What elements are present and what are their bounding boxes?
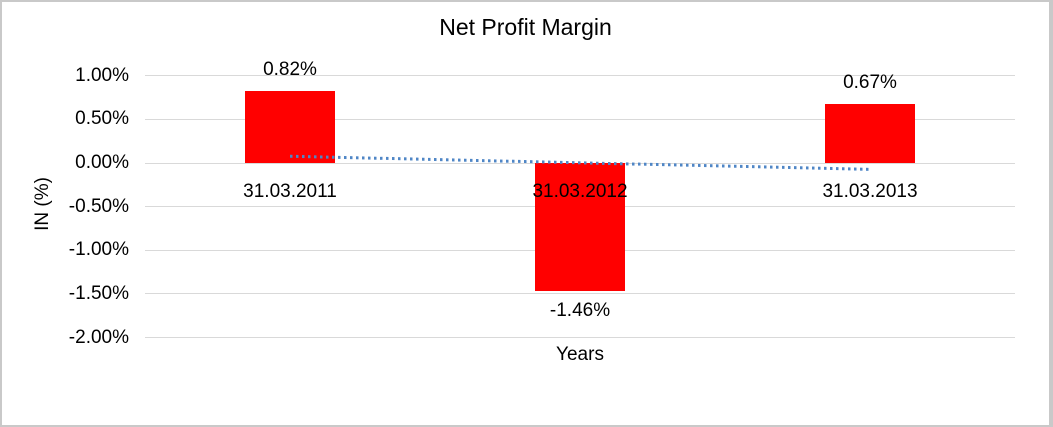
gridline (145, 118, 1015, 120)
y-tick-label: -2.00% (68, 326, 129, 348)
y-axis-title: IN (%) (32, 177, 53, 231)
chart-title: Net Profit Margin (439, 14, 612, 40)
y-tick-label: -1.50% (68, 282, 129, 304)
value-label: -1.46% (549, 299, 611, 321)
y-tick-label: 1.00% (75, 64, 129, 86)
bar (245, 91, 335, 163)
value-label: 0.67% (843, 72, 897, 94)
x-axis-title: Years (556, 344, 604, 365)
y-tick-label: 0.50% (75, 108, 129, 130)
category-label: 31.03.2013 (822, 181, 918, 202)
y-tick-label: -1.00% (68, 239, 129, 261)
y-tick-label: 0.00% (75, 152, 129, 173)
bar (825, 104, 915, 163)
bar (535, 163, 625, 291)
gridline (145, 337, 1015, 339)
gridline (145, 293, 1015, 295)
category-label: 31.03.2012 (532, 181, 628, 202)
gridline (145, 75, 1015, 77)
value-label: 0.82% (263, 59, 317, 81)
category-label: 31.03.2011 (243, 181, 337, 202)
y-tick-label: -0.50% (68, 195, 129, 217)
